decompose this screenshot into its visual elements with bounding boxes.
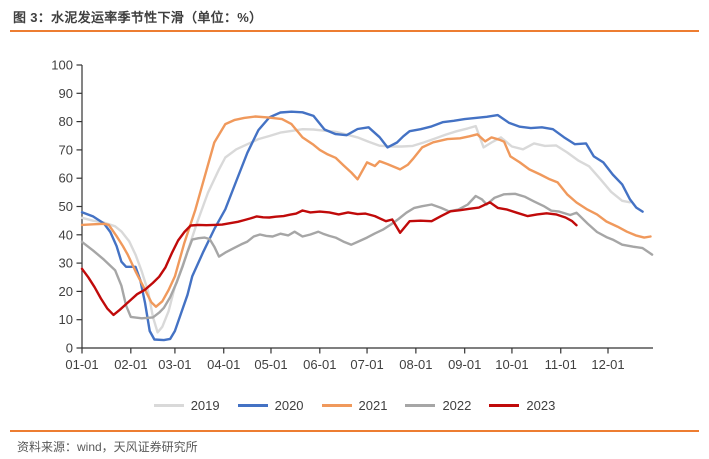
x-tick-label: 01-01 <box>65 357 98 372</box>
legend-swatch-2020 <box>237 404 268 407</box>
series-line-2019 <box>80 124 632 334</box>
x-tick-label: 09-01 <box>448 357 481 372</box>
top-divider <box>10 30 699 32</box>
legend-swatch-2023 <box>489 404 520 407</box>
x-tick-label: 02-01 <box>114 357 147 372</box>
x-tick-label: 06-01 <box>303 357 336 372</box>
y-tick-label: 40 <box>59 227 73 242</box>
x-tick-label: 08-01 <box>399 357 432 372</box>
legend-label-2023: 2023 <box>526 398 556 413</box>
legend-swatch-2021 <box>321 404 352 407</box>
source-note: 资料来源：wind，天风证券研究所 <box>17 440 198 454</box>
x-tick-label: 11-01 <box>545 357 577 372</box>
x-tick-label: 07-01 <box>350 357 383 372</box>
legend-item-2021: 2021 <box>321 398 388 413</box>
y-tick-label: 0 <box>66 341 73 356</box>
legend-item-2023: 2023 <box>489 398 555 413</box>
legend-item-2022: 2022 <box>405 398 471 413</box>
legend-item-2019: 2019 <box>153 398 220 413</box>
legend-swatch-2022 <box>405 404 436 407</box>
legend-swatch-2019 <box>153 404 184 407</box>
chart-legend: 2019 2020 2021 2022 2023 <box>0 398 709 413</box>
bottom-divider <box>10 430 699 432</box>
x-tick-label: 10-01 <box>495 357 528 372</box>
legend-item-2020: 2020 <box>237 398 304 413</box>
y-tick-label: 90 <box>59 86 73 101</box>
legend-label-2021: 2021 <box>358 398 388 413</box>
y-tick-label: 100 <box>51 58 73 73</box>
y-tick-label: 20 <box>59 284 73 299</box>
series-line-2021 <box>80 115 652 308</box>
y-tick-label: 70 <box>59 142 73 157</box>
x-tick-label: 04-01 <box>207 357 240 372</box>
series-line-2020 <box>80 110 644 342</box>
y-tick-label: 30 <box>59 256 73 271</box>
x-tick-label: 12-01 <box>591 357 624 372</box>
x-tick-label: 03-01 <box>158 357 191 372</box>
series-line-2023 <box>80 201 578 317</box>
y-tick-label: 10 <box>59 312 73 327</box>
legend-label-2022: 2022 <box>442 398 472 413</box>
figure-title: 图 3：水泥发运率季节性下滑（单位：%） <box>13 10 263 25</box>
x-tick-label: 05-01 <box>254 357 287 372</box>
legend-label-2019: 2019 <box>190 398 220 413</box>
legend-label-2020: 2020 <box>274 398 304 413</box>
cement-shipment-rate-line-chart: 0 10 20 30 40 50 60 70 80 90 100 01-01 02-01 03-01 04-… <box>51 58 654 372</box>
y-tick-label: 60 <box>59 171 73 186</box>
series-line-2022 <box>80 192 654 320</box>
y-tick-label: 50 <box>59 199 73 214</box>
y-tick-label: 80 <box>59 114 73 129</box>
